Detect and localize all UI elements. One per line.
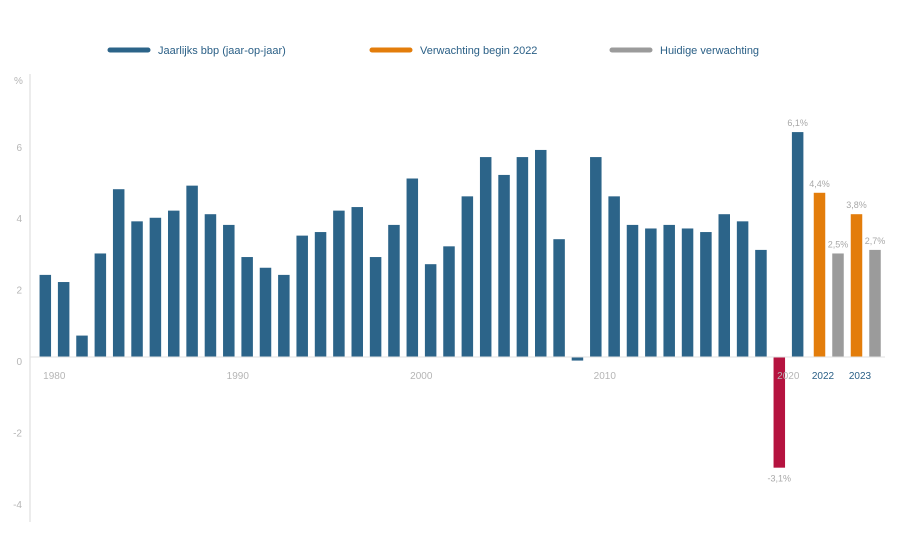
bar — [626, 224, 639, 357]
bar — [516, 157, 529, 357]
bar — [168, 210, 180, 357]
bar — [204, 214, 217, 357]
bar — [681, 228, 694, 357]
data-label: -3,1% — [768, 474, 792, 484]
x-axis: 1980 1990 2000 2010 2020 2022 2023 — [30, 356, 885, 382]
y-axis: 6 4 2 0 -2 -4 — [13, 74, 31, 522]
data-label: 2,5% — [828, 239, 849, 249]
bar — [571, 357, 584, 361]
y-tick-label: 4 — [16, 214, 22, 225]
bar — [131, 221, 143, 357]
bar — [241, 257, 253, 357]
bar — [259, 267, 272, 357]
x-tick-label: 2010 — [594, 371, 617, 382]
x-tick-label: 2000 — [410, 371, 433, 382]
bar — [755, 249, 767, 357]
bar — [296, 235, 308, 357]
bar — [813, 192, 826, 357]
bar — [333, 210, 345, 357]
bar — [850, 214, 863, 357]
bar — [498, 174, 510, 357]
bar — [388, 224, 400, 357]
data-labels: 6,1% -3,1% 4,4% 2,5% 3,8% 2,7% — [768, 118, 886, 484]
bar — [186, 185, 198, 357]
bar — [149, 217, 162, 357]
bar — [351, 207, 363, 357]
bar — [869, 249, 881, 357]
bar — [553, 239, 565, 357]
bar — [223, 224, 235, 357]
bar — [369, 257, 382, 357]
bar — [608, 196, 620, 357]
data-label: 2,7% — [865, 236, 886, 246]
data-label: 4,4% — [809, 179, 830, 189]
bar — [736, 221, 749, 357]
x-tick-label: 1980 — [43, 371, 66, 382]
bar — [645, 228, 657, 357]
x-tick-label: 2023 — [849, 371, 872, 382]
x-tick-label: 1990 — [227, 371, 250, 382]
bar — [461, 196, 474, 357]
bar — [278, 274, 290, 357]
bar — [590, 157, 602, 357]
y-tick-label: 2 — [16, 286, 22, 297]
bar — [112, 189, 125, 357]
bar — [424, 264, 437, 357]
bar — [94, 253, 107, 357]
bars — [39, 132, 881, 468]
bar — [314, 232, 327, 357]
y-tick-label: 0 — [16, 357, 22, 368]
legend-label: Jaarlijks bbp (jaar-op-jaar) — [158, 45, 286, 57]
legend-label: Huidige verwachting — [660, 45, 759, 57]
bar — [406, 178, 419, 357]
bar — [479, 157, 492, 357]
y-tick-label: -2 — [13, 428, 22, 439]
bar — [39, 274, 52, 357]
x-tick-label: 2020 — [777, 371, 800, 382]
x-tick-label: 2022 — [812, 371, 835, 382]
bar — [443, 246, 455, 357]
bar — [663, 224, 675, 357]
y-tick-label: 6 — [16, 143, 22, 154]
bar — [76, 335, 88, 357]
bar — [535, 149, 547, 357]
bar — [832, 253, 844, 357]
y-axis-label: % — [14, 76, 23, 87]
bar — [791, 132, 804, 357]
bar — [700, 232, 712, 357]
data-label: 6,1% — [787, 118, 808, 128]
bar — [773, 357, 786, 468]
data-label: 3,8% — [846, 200, 867, 210]
legend-label: Verwachting begin 2022 — [420, 45, 537, 57]
legend: Jaarlijks bbp (jaar-op-jaar) Verwachting … — [107, 45, 759, 57]
y-tick-label: -4 — [13, 500, 22, 511]
bar — [718, 214, 730, 357]
bar — [57, 282, 70, 357]
